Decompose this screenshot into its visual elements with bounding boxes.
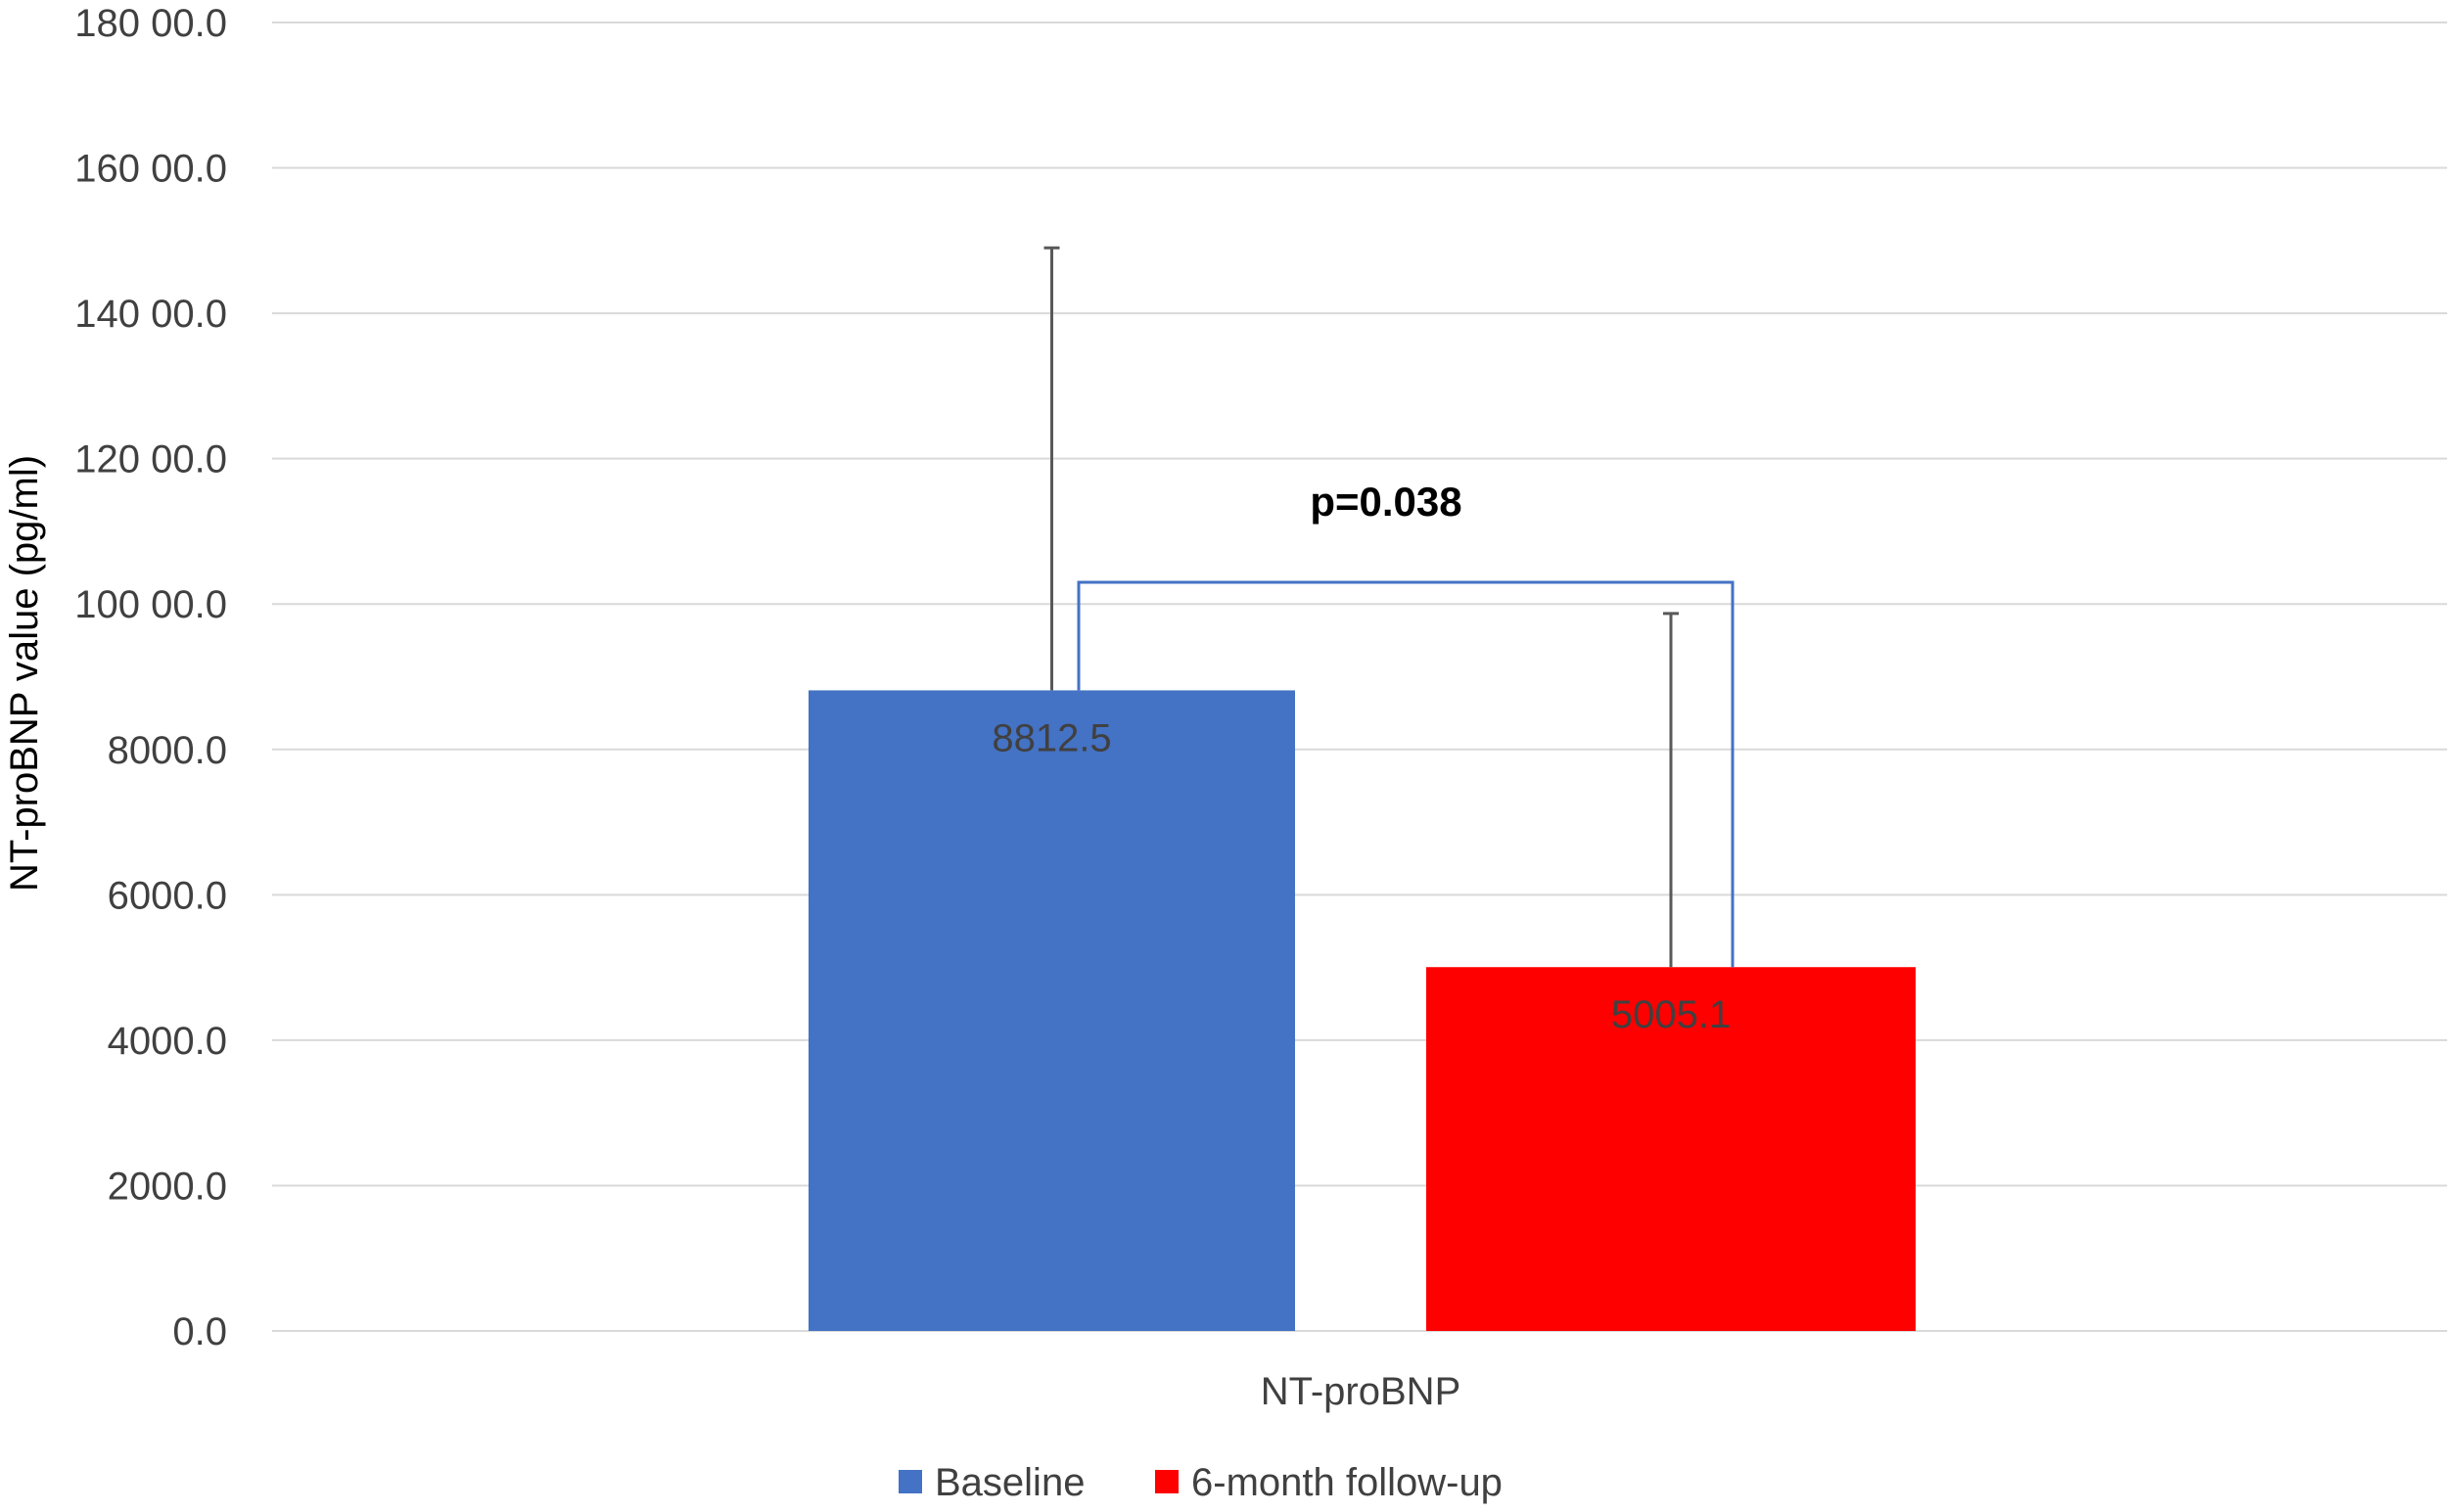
- y-tick-labels: 0.0 2000.0 4000.0 6000.0 8000.0 100 00.0 120 0…: [74, 2, 227, 1353]
- y-tick-label: 100 00.0: [74, 583, 227, 626]
- x-category-label: NT-proBNP: [1261, 1370, 1461, 1413]
- legend-label-follow-up: 6-month follow-up: [1191, 1461, 1503, 1504]
- error-bars: [1043, 246, 1679, 968]
- y-tick-label: 120 00.0: [74, 438, 227, 481]
- data-label-follow-up: 5005.1: [1611, 993, 1731, 1036]
- legend-swatch-baseline: [899, 1470, 922, 1493]
- significance-bracket: [1077, 580, 1735, 968]
- y-tick-label: 2000.0: [108, 1165, 227, 1208]
- y-tick-label: 180 00.0: [74, 2, 227, 45]
- y-tick-label: 0.0: [172, 1310, 227, 1353]
- data-labels: 8812.5 5005.1: [992, 716, 1731, 1036]
- gridlines: [272, 22, 2447, 1332]
- data-label-baseline: 8812.5: [992, 716, 1111, 759]
- bars: [809, 690, 1916, 1331]
- bar-baseline: [809, 690, 1295, 1331]
- y-tick-label: 160 00.0: [74, 148, 227, 191]
- legend: Baseline 6-month follow-up: [899, 1461, 1503, 1504]
- y-tick-label: 140 00.0: [74, 293, 227, 336]
- y-tick-label: 8000.0: [108, 729, 227, 772]
- significance-annotation: p=0.038: [1077, 479, 1735, 968]
- p-value-label: p=0.038: [1310, 479, 1461, 525]
- legend-swatch-follow-up: [1155, 1470, 1179, 1493]
- legend-label-baseline: Baseline: [935, 1461, 1085, 1504]
- y-axis-title: NT-proBNP value (pg/ml): [3, 455, 46, 892]
- y-tick-label: 6000.0: [108, 874, 227, 917]
- bar-follow-up: [1426, 967, 1916, 1331]
- y-tick-label: 4000.0: [108, 1020, 227, 1063]
